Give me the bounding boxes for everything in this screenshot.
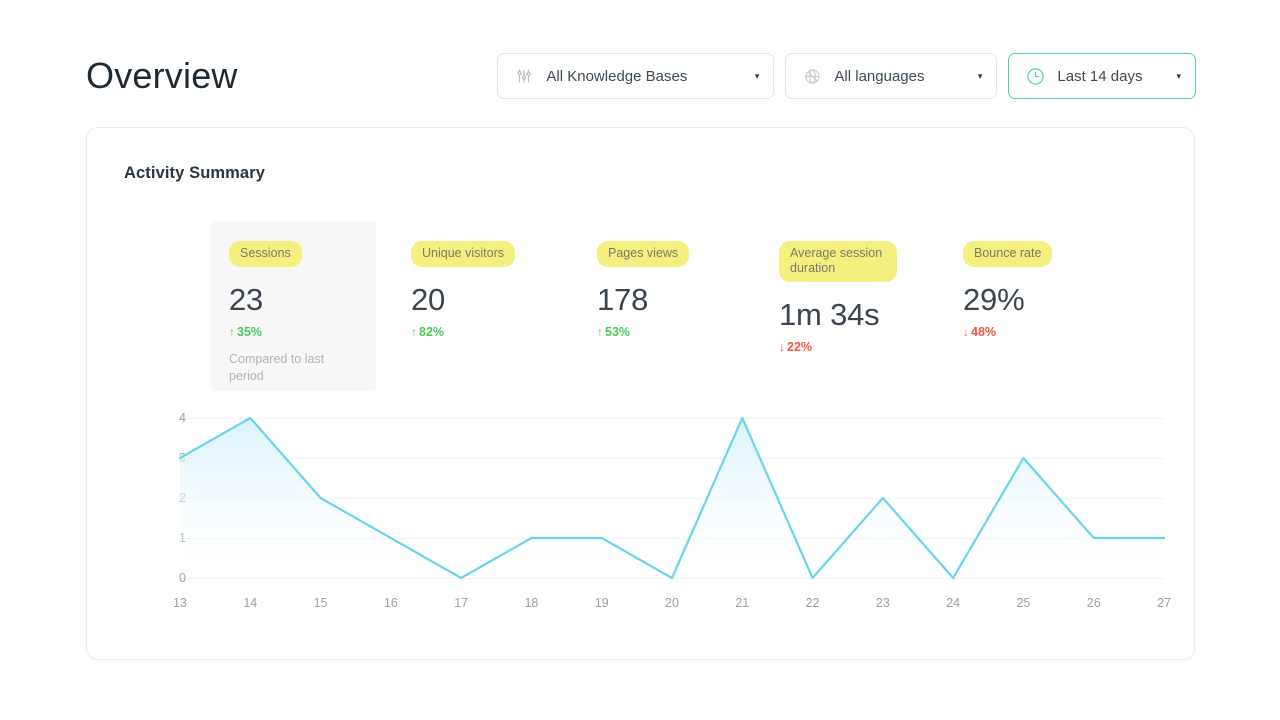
- metric-label: Pages views: [597, 241, 690, 267]
- globe-icon: [802, 66, 822, 86]
- x-axis-tick-label: 14: [243, 596, 258, 610]
- metric-note: Compared to last period: [229, 351, 325, 383]
- x-axis-tick-label: 23: [875, 596, 890, 610]
- metric-delta: ↓ 48%: [963, 326, 1092, 339]
- chevron-down-icon: ▾: [977, 70, 983, 81]
- x-axis-tick-label: 16: [383, 596, 398, 610]
- chart-series-svg: [180, 418, 1164, 578]
- page-title: Overview: [86, 55, 238, 96]
- activity-summary-card: Activity Summary Sessions 23 ↑ 35% Compared …: [86, 127, 1195, 660]
- metric-delta: ↓ 22%: [779, 341, 908, 354]
- x-axis-tick-label: 13: [173, 596, 187, 610]
- chevron-down-icon: ▾: [754, 70, 760, 81]
- metric-delta-value: 53%: [605, 325, 631, 339]
- chevron-down-icon: ▾: [1176, 70, 1181, 81]
- card-title: Activity Summary: [124, 164, 265, 182]
- date-range-label: Last 14 days: [1057, 67, 1143, 85]
- metric-value: 29%: [963, 282, 1025, 317]
- metric-value: 23: [229, 282, 264, 317]
- arrow-up-icon: ↑: [229, 325, 235, 339]
- arrow-down-icon: ↓: [779, 340, 785, 354]
- metric-label: Average session duration: [779, 241, 897, 282]
- x-axis-tick-label: 25: [1016, 596, 1031, 610]
- chart-gridline: [180, 498, 1164, 499]
- metric-card[interactable]: Bounce rate 29% ↓ 48%: [945, 221, 1110, 391]
- page-header: Overview All Knowledge Bases ▾: [86, 44, 1196, 108]
- metric-label: Bounce rate: [963, 241, 1053, 267]
- metric-value: 20: [411, 282, 446, 317]
- clock-icon: [1025, 66, 1045, 86]
- metric-delta-value: 22%: [787, 340, 813, 354]
- metric-card[interactable]: Sessions 23 ↑ 35% Compared to last period: [211, 221, 376, 391]
- metric-value: 1m 34s: [779, 297, 880, 332]
- metric-delta: ↑ 35%: [229, 326, 358, 339]
- metric-card[interactable]: Unique visitors 20 ↑ 82%: [393, 221, 558, 391]
- metric-value: 178: [597, 282, 649, 317]
- x-axis-tick-label: 26: [1086, 596, 1101, 610]
- languages-dropdown[interactable]: All languages ▾: [785, 53, 998, 99]
- metric-label: Unique visitors: [411, 241, 515, 267]
- chart-gridline: [180, 538, 1164, 539]
- metric-delta-value: 48%: [971, 325, 997, 339]
- x-axis-tick-label: 24: [946, 596, 961, 610]
- metric-delta: ↑ 82%: [411, 326, 540, 339]
- chart-gridline: [180, 458, 1164, 459]
- languages-label: All languages: [834, 67, 925, 85]
- arrow-up-icon: ↑: [411, 325, 417, 339]
- chart-plot-area: 01234131415161718192021222324252627: [173, 411, 1171, 610]
- metric-delta: ↑ 53%: [597, 326, 726, 339]
- metrics-row: Sessions 23 ↑ 35% Compared to last period Uni…: [87, 221, 1194, 391]
- x-axis-tick-label: 19: [594, 596, 609, 610]
- date-range-dropdown[interactable]: Last 14 days ▾: [1008, 53, 1196, 99]
- metric-card[interactable]: Pages views 178 ↑ 53%: [579, 221, 744, 391]
- activity-chart: 01234131415161718192021222324252627: [124, 411, 1171, 628]
- chart-gridline: [180, 418, 1164, 419]
- sliders-icon: [514, 66, 534, 86]
- x-axis-tick-label: 27: [1157, 596, 1171, 610]
- knowledge-bases-label: All Knowledge Bases: [546, 67, 688, 85]
- metric-delta-value: 82%: [419, 325, 445, 339]
- y-axis-tick-label: 4: [179, 411, 186, 425]
- x-axis-tick-label: 18: [524, 596, 539, 610]
- chart-area-fill: [180, 418, 1164, 578]
- knowledge-bases-dropdown[interactable]: All Knowledge Bases ▾: [497, 53, 775, 99]
- filter-bar: All Knowledge Bases ▾ All languages ▾: [497, 53, 1196, 99]
- x-axis-tick-label: 20: [665, 596, 679, 610]
- x-axis-tick-label: 15: [313, 596, 328, 610]
- metric-label: Sessions: [229, 241, 302, 267]
- arrow-down-icon: ↓: [963, 325, 969, 339]
- x-axis-tick-label: 17: [454, 596, 469, 610]
- chart-series-line: [180, 418, 1164, 578]
- metric-delta-value: 35%: [237, 325, 263, 339]
- x-axis-tick-label: 22: [805, 596, 820, 610]
- x-axis-tick-label: 21: [735, 596, 750, 610]
- arrow-up-icon: ↑: [597, 325, 603, 339]
- metric-card[interactable]: Average session duration 1m 34s ↓ 22%: [761, 221, 926, 391]
